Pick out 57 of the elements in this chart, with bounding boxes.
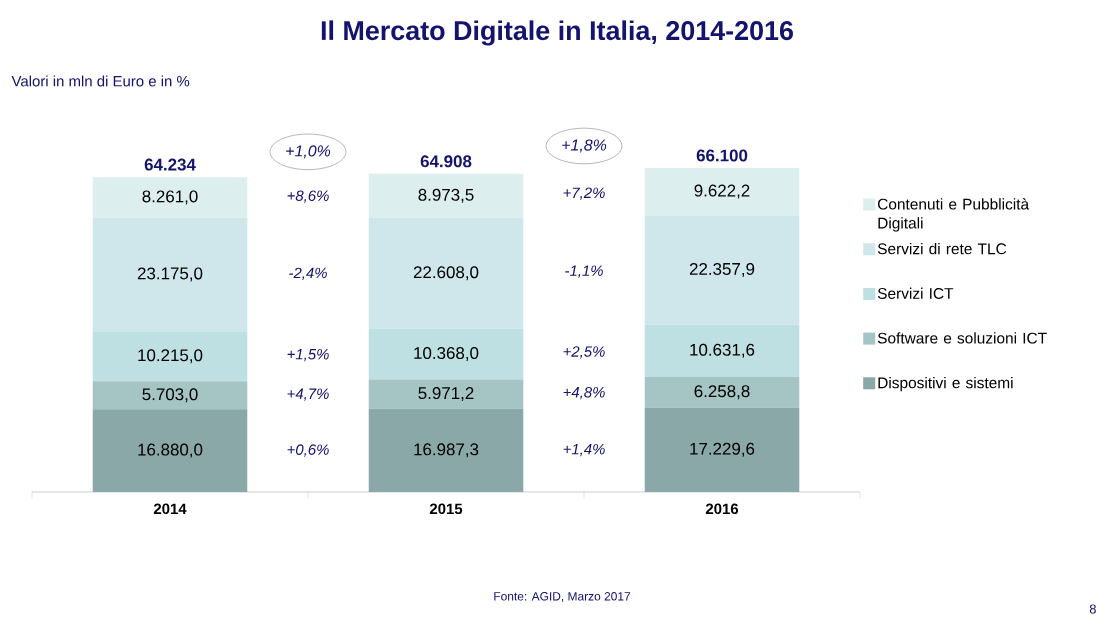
bar xyxy=(92,331,248,382)
annotation: -2,4% xyxy=(289,267,327,280)
annotation: +4,7% xyxy=(287,388,329,401)
total-label: 64.908 xyxy=(420,155,472,168)
annotation: +0,6% xyxy=(287,444,329,457)
data-label: 22.357,9 xyxy=(689,262,755,277)
bar xyxy=(368,379,524,409)
annotation: +2,5% xyxy=(563,346,605,359)
data-label: 10.215,0 xyxy=(138,349,203,364)
legend-label: Servizi di rete TLC xyxy=(877,242,1007,255)
chart-subtitle: Valori in mln di Euro e in % xyxy=(11,75,190,87)
bar xyxy=(368,408,524,492)
bar xyxy=(644,167,800,216)
bar xyxy=(92,381,248,410)
annotation: +7,2% xyxy=(563,187,605,200)
source-note: Fonte: AGID, Marzo 2017 xyxy=(494,592,631,602)
data-label: 10.368,0 xyxy=(414,347,479,362)
data-label: 10.631,6 xyxy=(690,343,755,358)
data-label: 8.973,5 xyxy=(418,188,474,203)
bar xyxy=(644,324,800,377)
data-label: 6.258,8 xyxy=(694,385,750,400)
data-label: 22.608,0 xyxy=(413,266,479,281)
bar xyxy=(92,177,248,218)
legend-label: Servizi ICT xyxy=(877,287,954,299)
bar xyxy=(368,173,524,218)
bar xyxy=(368,217,524,329)
data-label: 16.987,3 xyxy=(414,443,479,458)
legend-label: Software e soluzioni ICT xyxy=(877,332,1047,344)
bar xyxy=(644,215,800,325)
bar xyxy=(92,217,248,332)
text: +1,0% xyxy=(286,145,331,159)
x-tick-label: 2016 xyxy=(705,503,739,515)
bar xyxy=(92,409,248,492)
total-label: 66.100 xyxy=(696,149,748,162)
annotation: +8,6% xyxy=(287,190,329,203)
annotation: +1,5% xyxy=(287,349,329,362)
annotation: -1,1% xyxy=(565,265,603,278)
x-tick-label: 2014 xyxy=(153,503,187,515)
bar xyxy=(368,328,524,380)
data-label: 16.880,0 xyxy=(138,443,203,458)
x-tick-label: 2015 xyxy=(429,503,463,515)
bar xyxy=(644,376,800,408)
legend-label: Contenuti e Pubblicità Digitali xyxy=(877,198,1030,232)
annotation: +4,8% xyxy=(563,386,605,400)
legend-label: Dispositivi e sistemi xyxy=(878,376,1013,392)
data-label: 5.703,0 xyxy=(142,388,198,403)
annotation: +1,4% xyxy=(563,443,605,457)
data-label: 9.622,2 xyxy=(694,184,750,199)
text: 8 xyxy=(1089,604,1096,614)
text: +1,8% xyxy=(562,139,607,153)
data-label: 8.261,0 xyxy=(142,190,198,205)
chart-title: Il Mercato Digitale in Italia, 2014-2016 xyxy=(321,20,793,46)
data-label: 23.175,0 xyxy=(137,267,203,282)
data-label: 17.229,6 xyxy=(690,442,755,457)
data-label: 5.971,2 xyxy=(418,387,474,402)
total-label: 64.234 xyxy=(144,158,196,171)
bar xyxy=(644,407,800,492)
